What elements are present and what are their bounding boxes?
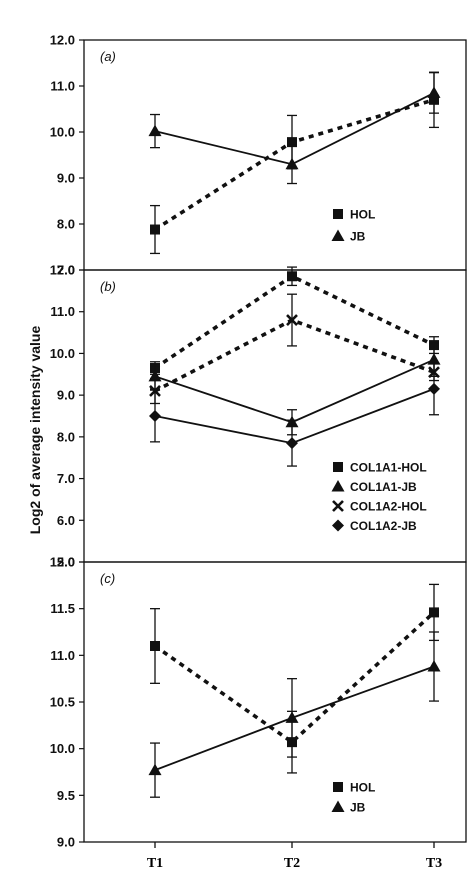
panel-0-legend-marker: [331, 229, 345, 241]
x-tick-label: T3: [426, 856, 442, 871]
panel-0-ytick-label: 12.0: [50, 33, 75, 48]
y-axis-label: Log2 of average intensity value: [27, 326, 43, 535]
panel-1-ytick-label: 10.0: [50, 346, 75, 361]
panel-1-series-3-point: [286, 437, 298, 450]
panel-1-legend-label: COL1A1-HOL: [350, 461, 427, 475]
panel-1-ytick-label: 5.0: [57, 555, 75, 570]
panel-1-legend-label: COL1A1-JB: [350, 480, 417, 494]
panel-0-legend-label: HOL: [350, 208, 375, 222]
panel-0-series-1-line: [154, 92, 435, 166]
panel-0-series-1-point: [148, 124, 162, 137]
panel-1-legend-marker: [332, 519, 344, 532]
panel-1-series-2-line: [154, 318, 435, 393]
panel-1-ytick-label: 11.0: [50, 304, 75, 319]
panel-0-ytick-label: 10.0: [50, 125, 75, 140]
panel-0-ytick-label: 7.0: [57, 263, 75, 278]
panel-2-ytick-label: 9.0: [57, 835, 75, 850]
panel-2-legend-label: HOL: [350, 781, 375, 795]
panel-1-ytick-label: 8.0: [57, 429, 75, 444]
panel-0-label: (a): [100, 49, 116, 64]
x-tick-label: T2: [284, 856, 300, 871]
panel-2-label: (c): [100, 571, 115, 586]
panel-2-legend-marker: [331, 800, 345, 812]
panel-1-series-0-point: [287, 271, 297, 282]
panel-2-series-1-point: [285, 711, 299, 723]
panel-1-legend-label: COL1A2-HOL: [350, 500, 427, 514]
panel-2-legend-label: JB: [350, 801, 366, 815]
panel-1-ytick-label: 6.0: [57, 513, 75, 528]
panel-2-series-1-point: [148, 763, 162, 776]
panel-2-ytick-label: 9.5: [57, 788, 75, 803]
panel-2-series-1-point: [427, 660, 441, 672]
x-tick-label: T1: [147, 856, 163, 871]
panel-0-ytick-label: 11.0: [50, 79, 75, 94]
panel-2-series-0-point: [429, 607, 439, 618]
panel-1-legend-label: COL1A2-JB: [350, 519, 417, 533]
panel-1-label: (b): [100, 279, 116, 294]
panel-1-legend-marker: [332, 500, 344, 512]
panel-0-legend-label: JB: [350, 230, 366, 244]
panel-2-ytick-label: 12.0: [50, 555, 75, 570]
panel-1-ytick-label: 12.0: [50, 263, 75, 278]
panel-0-series-0-point: [150, 224, 160, 235]
panel-2-ytick-label: 11.5: [50, 601, 75, 616]
panel-0-series-1-point: [285, 157, 299, 170]
panel-2-frame: [83, 561, 467, 843]
panel-0-legend-marker: [333, 209, 343, 219]
panel-2-ytick-label: 10.0: [50, 741, 75, 756]
panel-2-ytick-label: 10.5: [50, 695, 75, 710]
panel-0-ytick-label: 8.0: [57, 217, 75, 232]
panel-1-ytick-label: 9.0: [57, 388, 75, 403]
panel-1-series-2-point: [286, 314, 298, 326]
panel-1-legend-marker: [333, 462, 343, 472]
panel-0-ytick-label: 9.0: [57, 171, 75, 186]
panel-2-series-0-point: [150, 641, 160, 651]
panel-1-series-1-line: [154, 358, 435, 424]
panel-1-series-3-point: [149, 410, 161, 422]
panel-0-series-0-point: [287, 137, 297, 148]
panel-1-legend-marker: [331, 480, 345, 492]
panel-0-series-1-point: [427, 86, 441, 98]
panel-2-ytick-label: 11.0: [50, 648, 75, 663]
panel-1-series-3-point: [428, 382, 440, 395]
panel-2-legend-marker: [333, 782, 343, 792]
panel-1-series-1-point: [427, 353, 441, 365]
panel-1-ytick-label: 7.0: [57, 471, 75, 486]
